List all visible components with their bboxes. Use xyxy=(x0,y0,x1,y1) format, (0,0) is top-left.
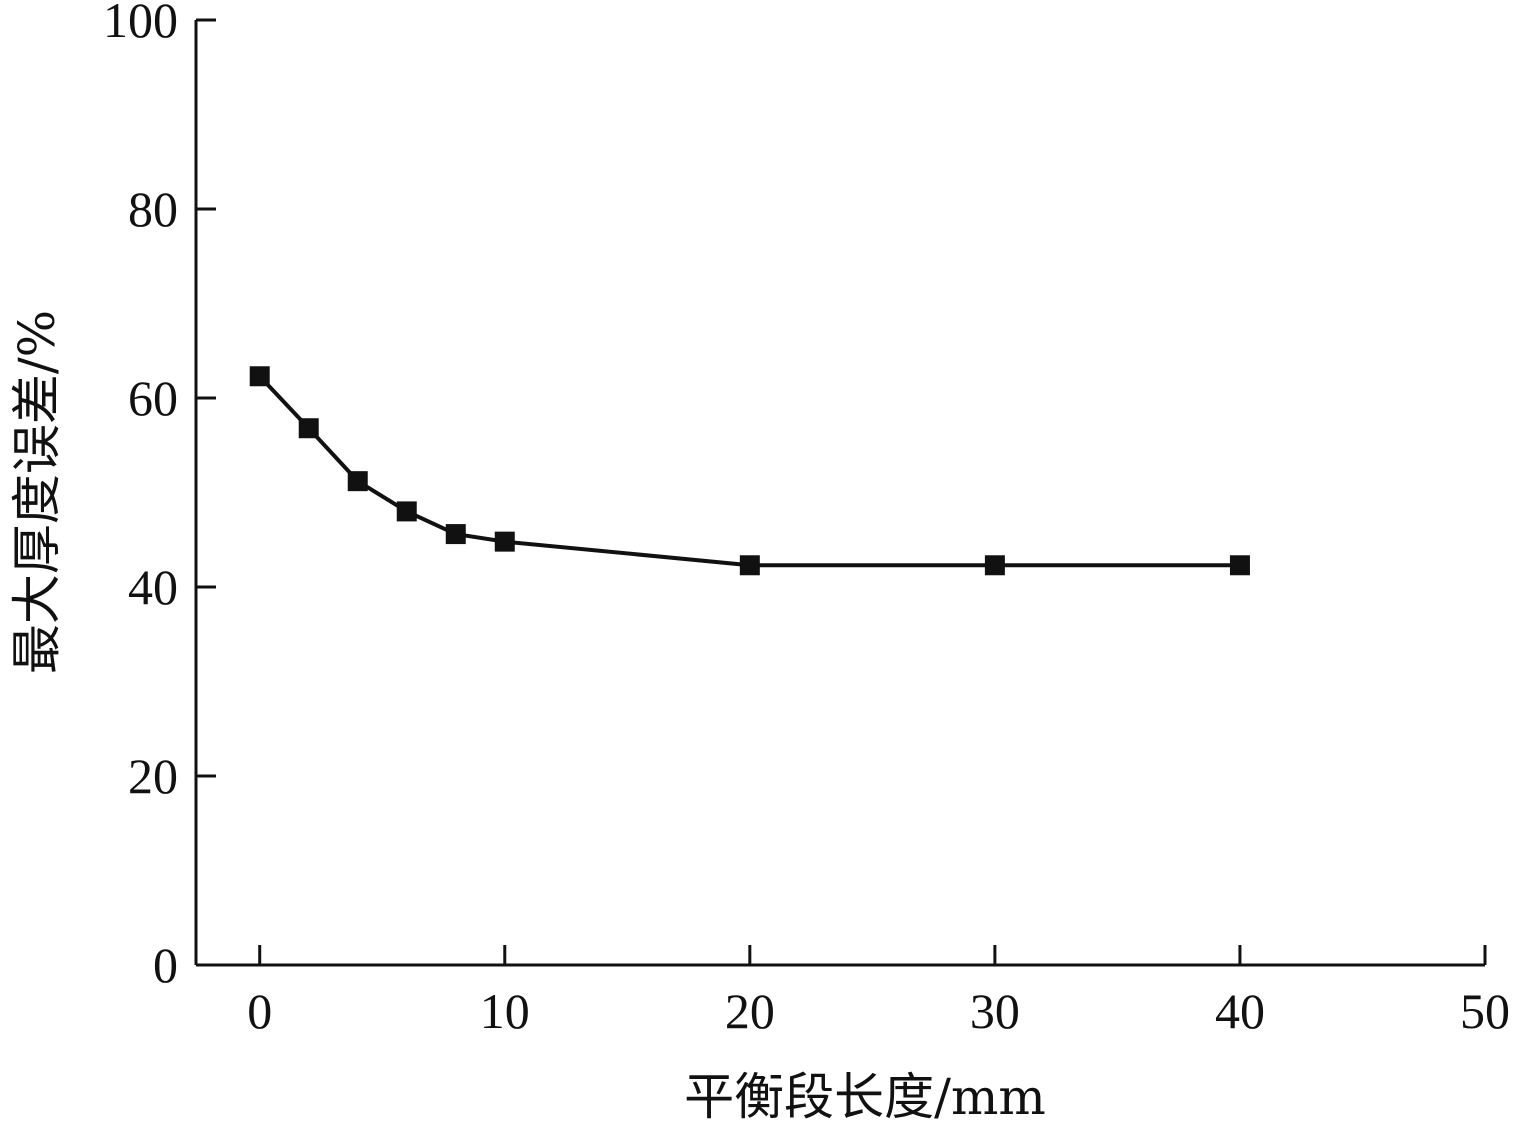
data-point xyxy=(739,555,760,576)
y-tick-label: 80 xyxy=(128,181,178,237)
data-point xyxy=(347,471,368,492)
data-point xyxy=(396,501,417,522)
x-axis-title: 平衡段长度/mm xyxy=(684,1068,1046,1122)
data-point xyxy=(984,555,1005,576)
y-axis-title: 最大厚度误差/% xyxy=(8,310,66,674)
data-point xyxy=(445,524,466,545)
data-point xyxy=(494,531,515,552)
x-tick-label: 0 xyxy=(247,983,272,1039)
tick-group: 0 20 40 60 80 100 0 10 20 30 40 50 xyxy=(103,0,1510,1039)
series-layer xyxy=(249,366,1250,576)
axes xyxy=(194,20,1485,967)
x-tick-label: 40 xyxy=(1215,983,1265,1039)
data-point xyxy=(1229,555,1250,576)
y-tick-label: 40 xyxy=(128,559,178,615)
data-point xyxy=(249,366,270,387)
y-tick-label: 0 xyxy=(153,937,178,993)
y-tick-label: 60 xyxy=(128,370,178,426)
x-tick-label: 50 xyxy=(1460,983,1510,1039)
x-tick-label: 20 xyxy=(725,983,775,1039)
series-line xyxy=(258,374,1240,568)
x-tick-label: 10 xyxy=(480,983,530,1039)
y-tick-label: 100 xyxy=(103,0,178,48)
x-tick-label: 30 xyxy=(970,983,1020,1039)
y-tick-label: 20 xyxy=(128,748,178,804)
data-point xyxy=(298,418,319,439)
